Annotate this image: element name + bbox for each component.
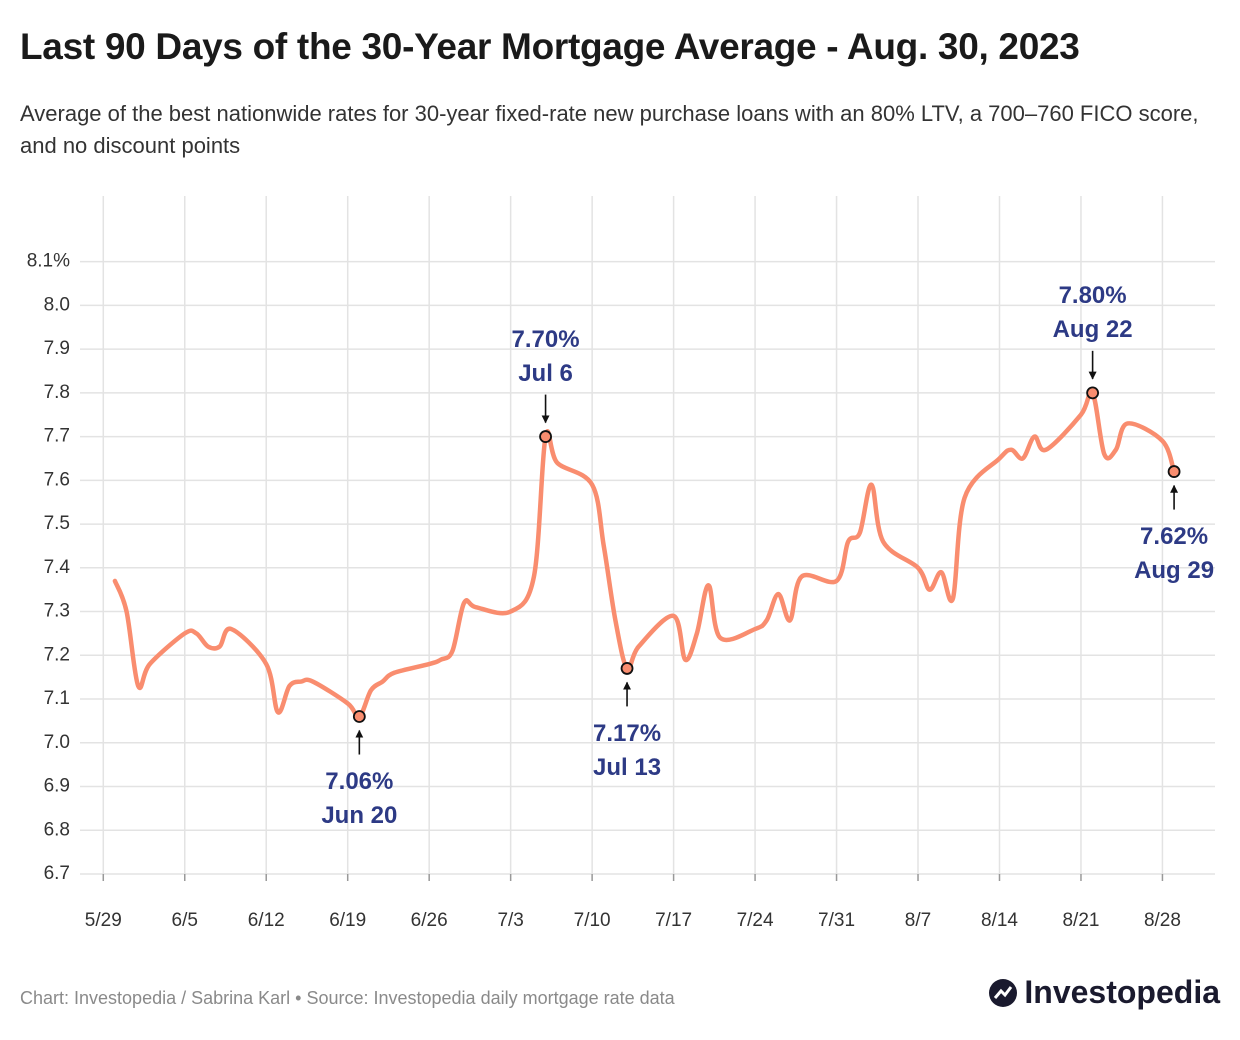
annotation-date: Aug 22 (1053, 316, 1133, 343)
y-tick-label: 8.1% (27, 251, 70, 272)
y-tick-label: 6.7 (44, 863, 70, 884)
x-tick-label: 8/7 (905, 910, 931, 931)
y-tick-label: 7.0 (44, 732, 70, 753)
rate-line (112, 389, 1177, 720)
y-tick-label: 7.1 (44, 688, 70, 709)
source-note: Chart: Investopedia / Sabrina Karl • Sou… (20, 988, 675, 1008)
x-tick-label: 6/19 (329, 910, 366, 931)
y-tick-label: 7.3 (44, 601, 70, 622)
annotation-date: Jul 13 (593, 754, 661, 781)
highlight-point (539, 430, 552, 443)
x-tick-label: 7/31 (818, 910, 855, 931)
x-tick-label: 7/3 (497, 910, 523, 931)
annotation-date: Aug 29 (1134, 557, 1214, 584)
y-tick-label: 8.0 (44, 294, 70, 315)
highlight-point (352, 710, 366, 723)
y-tick-label: 6.9 (44, 776, 70, 797)
y-tick-label: 7.5 (44, 513, 70, 534)
brand-icon (989, 978, 1018, 1007)
annotation-date: Jun 20 (321, 802, 397, 829)
chart: 6.7 6.8 6.9 7.0 7.1 7.2 7.3 7.4 7.5 7.6 7.7 7.8 7.9 8… (27, 196, 1215, 931)
annotation-value: 7.62% (1140, 523, 1208, 550)
annotation-date: Jul 6 (518, 360, 573, 387)
x-tick-label: 7/24 (737, 910, 774, 931)
brand-name: Investopedia (1024, 974, 1220, 1010)
annotation-value: 7.17% (593, 720, 661, 747)
y-tick-label: 7.4 (44, 557, 71, 578)
x-tick-label: 6/26 (411, 910, 448, 931)
x-tick-label: 5/29 (85, 910, 122, 931)
y-tick-label: 7.2 (44, 644, 70, 665)
brand-logo: Investopedia (988, 974, 1220, 1011)
highlight-point (1167, 465, 1181, 478)
y-tick-label: 7.6 (44, 469, 70, 490)
y-tick-label: 7.8 (44, 382, 70, 403)
x-tick-label: 7/10 (574, 910, 611, 931)
x-tick-label: 8/28 (1144, 910, 1181, 931)
y-tick-label: 7.9 (44, 338, 70, 359)
y-tick-label: 7.7 (44, 426, 70, 447)
highlight-point (620, 662, 634, 675)
annotation-value: 7.70% (512, 326, 580, 353)
highlight-point (1086, 386, 1100, 400)
x-tick-label: 8/21 (1062, 910, 1099, 931)
annotation-value: 7.80% (1059, 282, 1127, 309)
x-tick-label: 6/5 (172, 910, 198, 931)
x-tick-label: 7/17 (655, 910, 692, 931)
chart-title: Last 90 Days of the 30-Year Mortgage Ave… (20, 26, 1080, 67)
chart-subtitle: Average of the best nationwide rates for… (20, 101, 1199, 158)
x-tick-label: 6/12 (248, 910, 285, 931)
annotation-value: 7.06% (325, 768, 393, 795)
x-tick-label: 8/14 (981, 910, 1018, 931)
y-tick-label: 6.8 (44, 819, 70, 840)
